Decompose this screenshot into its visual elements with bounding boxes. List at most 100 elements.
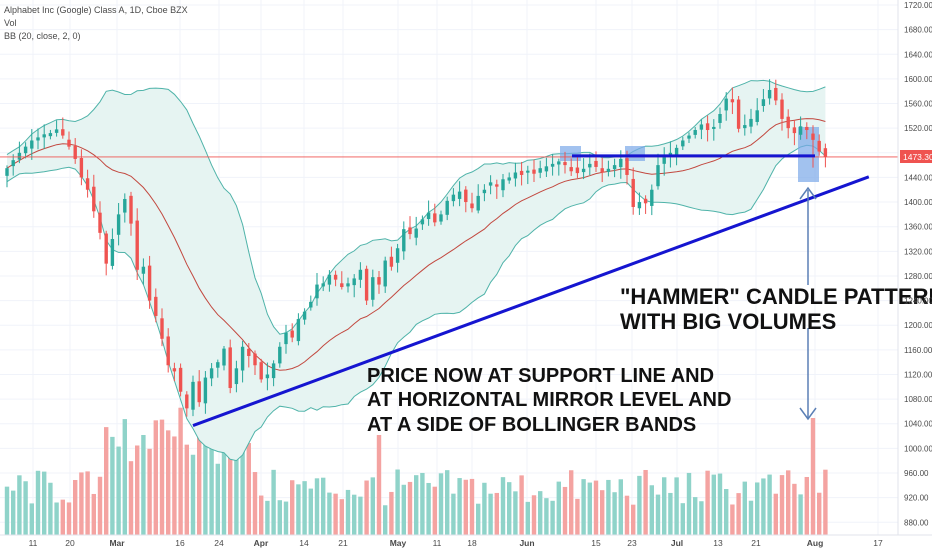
- volume-bar: [761, 478, 766, 535]
- price-tag: [900, 150, 932, 163]
- candle-body: [693, 130, 697, 135]
- volume-bar: [221, 434, 227, 535]
- candle-body: [495, 184, 499, 187]
- candle-body: [681, 140, 685, 147]
- volume-bar: [178, 407, 183, 535]
- candle-body: [557, 161, 561, 165]
- volume-bar: [166, 430, 171, 535]
- volume-bar: [240, 437, 245, 535]
- candle-body: [519, 170, 524, 175]
- time-tick-label: 16: [175, 538, 185, 548]
- time-axis[interactable]: 11 20 Mar 16 24 Apr 14 21 May 11 18 Jun 15 23 Jul 13 21 A…: [29, 538, 883, 548]
- time-tick-label: 13: [713, 538, 723, 548]
- volume-bar: [730, 504, 735, 535]
- volume-bar: [153, 420, 158, 535]
- volume-bar: [389, 491, 394, 535]
- candle-body: [699, 124, 704, 130]
- candle-body: [160, 318, 164, 339]
- volume-bar: [786, 470, 791, 535]
- candle-body: [581, 168, 586, 173]
- symbol-title[interactable]: Alphabet Inc (Google) Class A, 1D, Cboe …: [4, 5, 188, 15]
- candle-body: [85, 178, 90, 190]
- price-tick-label: 1640.00: [904, 50, 932, 59]
- volume-bar: [469, 478, 475, 535]
- volume-bar: [538, 491, 543, 535]
- candle-body: [476, 195, 480, 211]
- candle-body: [811, 133, 815, 140]
- volume-bar: [277, 500, 282, 535]
- candle-body: [352, 278, 356, 286]
- price-tick-label: 1080.00: [904, 395, 932, 404]
- candle-body: [377, 277, 381, 285]
- volume-bar: [35, 470, 41, 535]
- time-tick-label: 14: [299, 538, 309, 548]
- volume-bar: [432, 486, 437, 535]
- time-tick-label: 15: [591, 538, 601, 548]
- candle-body: [687, 135, 691, 139]
- volume-bar: [290, 480, 295, 535]
- bollinger-indicator-label[interactable]: BB (20, close, 2, 0): [4, 31, 81, 41]
- volume-bar: [79, 472, 84, 535]
- candle-body: [172, 368, 177, 372]
- candle-body: [315, 284, 319, 299]
- candle-body: [42, 134, 46, 138]
- candle-body: [550, 163, 555, 167]
- candle-body: [296, 319, 301, 342]
- price-tick-label: 920.00: [904, 494, 929, 503]
- volume-bar: [395, 469, 400, 535]
- volume-bar: [544, 498, 549, 535]
- chart-legend: Alphabet Inc (Google) Class A, 1D, Cboe …: [4, 4, 188, 43]
- volume-bar: [116, 446, 121, 535]
- volume-bar: [711, 474, 716, 535]
- candle-body: [147, 265, 152, 301]
- price-tick-label: 1440.00: [904, 173, 932, 182]
- price-tick-label: 1560.00: [904, 100, 932, 109]
- volume-bar: [172, 436, 177, 535]
- time-tick-label: 20: [65, 538, 75, 548]
- candle-body: [805, 126, 809, 131]
- price-axis[interactable]: 1720.00 1680.00 1640.00 1600.00 1560.00 1520.…: [904, 1, 932, 527]
- volume-bar: [60, 499, 65, 535]
- candle-body: [271, 363, 276, 379]
- candle-body: [17, 152, 22, 160]
- candle-body: [817, 140, 821, 152]
- candle-body: [110, 239, 115, 266]
- time-tick-label: 11: [29, 538, 38, 548]
- volume-indicator-label[interactable]: Vol: [4, 18, 17, 28]
- time-tick-label: 24: [214, 538, 224, 548]
- volume-bar: [407, 481, 413, 535]
- candle-body: [538, 168, 542, 173]
- volume-bar: [705, 470, 710, 535]
- candle-body: [606, 168, 611, 172]
- volume-bar: [11, 490, 16, 535]
- volume-bar: [488, 493, 493, 535]
- volume-bar: [209, 442, 214, 535]
- volume-bar: [339, 499, 344, 535]
- candle-body: [129, 195, 133, 224]
- volume-bar: [401, 484, 406, 535]
- candle-body: [631, 178, 635, 207]
- candle-body: [98, 212, 102, 233]
- volume-bar: [606, 479, 611, 535]
- volume-bar: [203, 413, 208, 535]
- volume-bar: [600, 490, 605, 535]
- arrow-head-down: [799, 407, 817, 421]
- time-tick-label: 17: [873, 538, 883, 548]
- candle-body: [588, 163, 592, 168]
- time-tick-label: 21: [338, 538, 348, 548]
- candle-body: [668, 152, 673, 156]
- volume-bar: [717, 473, 723, 535]
- candle-body: [5, 168, 9, 176]
- volume-bar: [234, 415, 239, 535]
- price-tick-label: 1240.00: [904, 297, 932, 306]
- volume-bar: [612, 492, 617, 535]
- candle-body: [786, 116, 790, 129]
- volume-bar: [265, 500, 270, 535]
- volume-bar: [85, 471, 90, 535]
- candle-body: [327, 274, 332, 285]
- volume-bar: [755, 482, 760, 535]
- price-tick-label: 960.00: [904, 469, 929, 478]
- candle-body: [104, 233, 108, 264]
- time-tick-label: Aug: [807, 538, 824, 548]
